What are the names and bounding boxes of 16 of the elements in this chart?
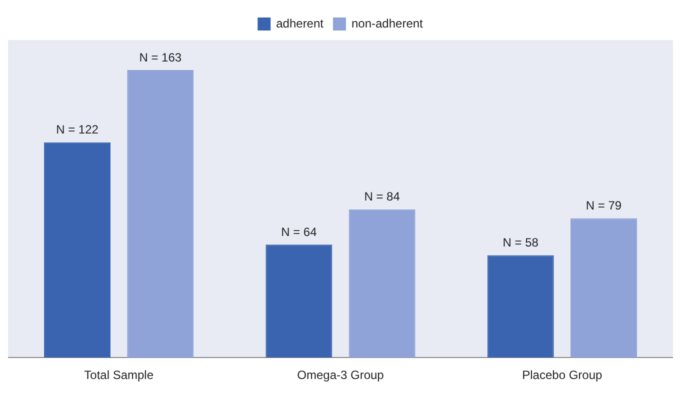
data-label: N = 58 [502,236,539,250]
data-label: N = 79 [586,198,622,213]
data-label: N = 122 [56,122,99,137]
bar [487,255,554,358]
bar [348,209,416,358]
legend-label: adherent [276,16,324,30]
x-tick-label: Placebo Group [522,368,603,382]
data-label: N = 64 [281,224,318,239]
bar [44,142,111,358]
x-tick-label: Omega-3 Group [297,368,384,382]
bar [266,244,332,358]
data-label: N = 163 [139,50,182,64]
legend-label: non-adherent [351,16,424,30]
bar [570,218,637,358]
data-label: N = 84 [364,190,400,204]
x-tick-label: Total Sample [84,368,154,382]
